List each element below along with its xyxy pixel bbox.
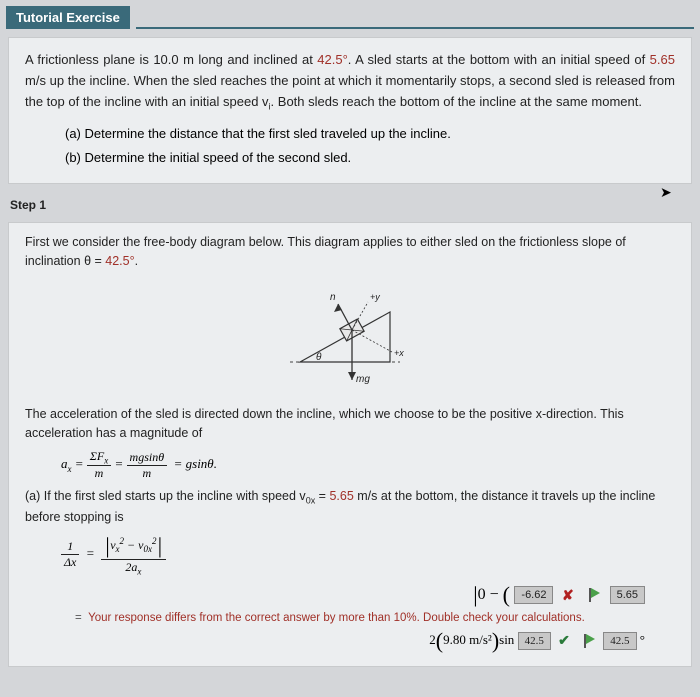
section-header: Tutorial Exercise — [6, 6, 130, 29]
correct-icon: ✔ — [558, 634, 570, 649]
accel-formula: ax = ΣFxm = mgsinθm = gsinθ. — [61, 449, 675, 481]
step-intro: First we consider the free-body diagram … — [25, 233, 675, 271]
svg-text:+x: +x — [394, 348, 404, 358]
free-body-diagram: n mg +y +x θ — [25, 282, 675, 397]
angle-hint-box: 42.5 — [603, 632, 636, 650]
step-label: Step 1 — [10, 198, 700, 212]
problem-statement: A frictionless plane is 10.0 m long and … — [25, 50, 675, 114]
answer-denominator: 2(9.80 m/s²)sin 42.5 ✔ 42.5 ° — [25, 628, 645, 654]
svg-text:+y: +y — [370, 292, 380, 302]
svg-text:θ: θ — [316, 352, 322, 363]
part-b-prompt: (b) Determine the initial speed of the s… — [65, 146, 675, 171]
step-panel: First we consider the free-body diagram … — [8, 222, 692, 668]
part-a-text: (a) If the first sled starts up the incl… — [25, 487, 675, 527]
hint-box: 5.65 — [610, 586, 645, 604]
feedback-text: = Your response differs from the correct… — [75, 612, 675, 624]
mouse-cursor: ➤ — [660, 184, 672, 201]
wrong-icon: ✘ — [562, 587, 574, 603]
accel-text: The acceleration of the sled is directed… — [25, 405, 675, 443]
angle-input[interactable]: 42.5 — [518, 632, 551, 650]
part-a-prompt: (a) Determine the distance that the firs… — [65, 122, 675, 147]
answer-input-wrong[interactable]: -6.62 — [514, 586, 553, 604]
problem-panel: A frictionless plane is 10.0 m long and … — [8, 37, 692, 184]
answer-numerator: |0 − ( -6.62 ✘ 5.65 — [25, 582, 645, 608]
svg-text:n: n — [330, 292, 336, 303]
svg-text:mg: mg — [356, 374, 370, 385]
flag-icon-2[interactable] — [583, 634, 597, 648]
flag-icon[interactable] — [588, 588, 602, 602]
delta-x-formula: 1Δx = |vx2 − v0x2| 2ax — [61, 533, 675, 576]
